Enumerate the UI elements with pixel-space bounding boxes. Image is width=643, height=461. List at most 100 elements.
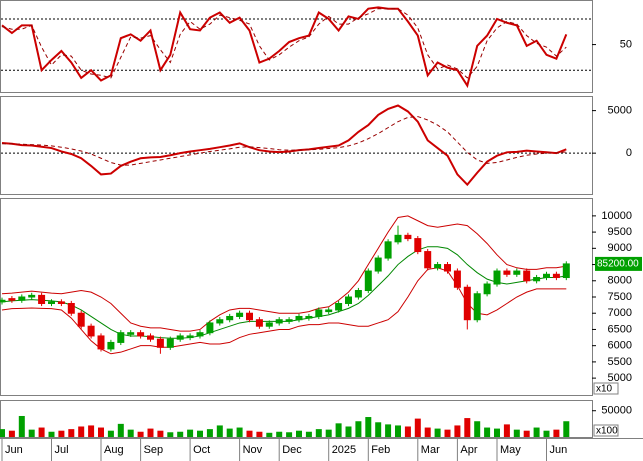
volume-bar (464, 418, 471, 437)
candle-body (453, 270, 461, 288)
volume-bar (48, 431, 55, 437)
volume-bar (315, 429, 322, 437)
volume-bar (365, 417, 372, 437)
candle-body (533, 277, 541, 282)
x-tick-label: 2025 (332, 444, 356, 456)
candle-body (473, 293, 481, 321)
candle-body (463, 286, 471, 321)
y-tick-label: 9500 (608, 226, 632, 238)
volume-bar (58, 430, 65, 437)
candle-body (216, 319, 224, 324)
x-tick-label: Sep (144, 444, 164, 456)
volume-bar (484, 427, 491, 437)
y-tick-label: 8000 (608, 275, 632, 287)
volume-bar (375, 422, 382, 437)
candle-body (77, 312, 85, 327)
volume-bar (325, 429, 332, 437)
volume-bar (117, 423, 124, 437)
volume-bar (533, 427, 540, 437)
volume-bar (355, 421, 362, 437)
y-tick-label: 0 (626, 147, 632, 159)
x-tick-label: Mar (421, 444, 440, 456)
x-tick-label: Jun (5, 444, 23, 456)
volume-bar (474, 421, 481, 437)
candle-body (196, 332, 204, 337)
line-series (1, 267, 567, 355)
volume-bar (345, 426, 352, 437)
candle-body (444, 264, 451, 272)
volume-bar (187, 429, 194, 437)
volume-bar (28, 429, 35, 437)
candle-body (236, 312, 244, 317)
candle-body (374, 257, 382, 272)
volume-bar (68, 429, 75, 437)
candle-body (325, 309, 333, 313)
volume-bar (147, 428, 154, 437)
volume-bar (78, 426, 85, 437)
volume-bar (8, 430, 15, 437)
candle-body (246, 312, 253, 321)
candle-body (315, 309, 323, 317)
volume-bar (414, 418, 421, 437)
volume-bar (226, 428, 233, 437)
x-tick-label: May (500, 444, 521, 456)
multiplier-label: x100 (596, 426, 618, 437)
line-series (1, 246, 567, 339)
volume-bar (454, 425, 461, 437)
candle-body (285, 319, 293, 322)
candle-body (57, 301, 65, 304)
volume-bar (563, 421, 570, 437)
volume-bar (157, 430, 164, 437)
candle-body (562, 263, 570, 279)
volume-bar (98, 427, 104, 437)
y-tick-label: 9000 (608, 242, 632, 254)
volume-bar (494, 428, 500, 437)
y-tick-label: 6500 (608, 323, 632, 335)
candle-body (67, 302, 75, 314)
candle-body (543, 273, 550, 279)
candle-body (186, 335, 194, 339)
volume-bar (206, 429, 213, 437)
volume-bar (216, 425, 223, 437)
volume-bar (266, 432, 273, 437)
candle-body (87, 325, 95, 337)
candle-body (226, 315, 234, 321)
volume-bar (543, 430, 550, 437)
volume-bar (385, 424, 392, 437)
y-tick-label: 6000 (608, 340, 632, 352)
candle-body (166, 338, 174, 348)
volume-bar (286, 432, 293, 437)
volume-bar (107, 430, 114, 437)
candle-body (38, 294, 46, 304)
candle-body (414, 238, 422, 253)
x-tick-label: Jun (550, 444, 568, 456)
candle-body (364, 270, 372, 292)
rsi-panel (0, 0, 593, 93)
price-panel (0, 198, 593, 396)
volume-bar (38, 427, 45, 437)
volume-bar (276, 431, 283, 437)
x-tick-label: Dec (282, 444, 302, 456)
y-tick-label: 50000 (601, 405, 632, 417)
volume-bar (513, 429, 520, 437)
x-tick-label: Apr (460, 444, 477, 456)
candle-body (354, 290, 362, 298)
volume-panel (0, 400, 593, 438)
multiplier-box (593, 424, 619, 437)
volume-bar (127, 429, 134, 437)
candle-body (394, 234, 402, 243)
candle-body (305, 315, 313, 319)
volume-bar (246, 430, 253, 437)
volume-bar (137, 431, 144, 437)
candle-body (176, 335, 184, 340)
line-series (1, 215, 567, 332)
macd-panel (0, 96, 593, 195)
candle-body (295, 315, 303, 321)
candle-body (434, 264, 442, 269)
candle-body (523, 270, 531, 282)
y-tick-label: 5000 (608, 372, 632, 384)
volume-bar (88, 425, 95, 437)
y-tick-label: 7000 (608, 307, 632, 319)
candle-body (28, 294, 36, 298)
